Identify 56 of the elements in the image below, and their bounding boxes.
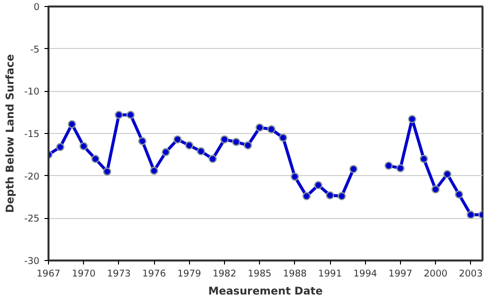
point: [173, 135, 182, 144]
y-tick-label: -25: [24, 214, 40, 225]
y-tick-label: -30: [24, 256, 40, 267]
point: [114, 110, 123, 119]
x-tick-label: 2000: [424, 268, 448, 280]
y-tick-label: -15: [24, 129, 40, 140]
point: [267, 125, 276, 134]
y-tick-label: -20: [24, 171, 40, 182]
point: [91, 154, 100, 163]
point: [278, 134, 288, 142]
x-tick-label: 1970: [72, 268, 96, 280]
point: [454, 190, 464, 199]
point: [431, 185, 440, 194]
point: [420, 154, 428, 163]
x-tick-label: 1982: [212, 268, 236, 280]
point: [244, 141, 252, 150]
y-tick-label: -5: [30, 44, 40, 56]
x-tick-label: 1973: [107, 268, 131, 280]
point: [232, 138, 240, 146]
point: [408, 115, 416, 124]
x-tick-label: 1994: [353, 268, 378, 280]
point: [126, 110, 135, 119]
x-tick-label: 1991: [318, 268, 342, 280]
point: [80, 142, 88, 150]
point: [338, 192, 346, 200]
x-tick-label: 1979: [177, 268, 202, 280]
y-tick-label: -10: [24, 86, 40, 98]
point: [349, 164, 358, 174]
point: [443, 170, 452, 178]
point: [466, 210, 475, 219]
x-axis-title: Measurement Date: [208, 284, 323, 298]
point: [302, 192, 311, 200]
point: [68, 120, 76, 128]
point: [185, 141, 194, 150]
x-tick-label: 1985: [248, 268, 272, 280]
point: [256, 123, 264, 132]
point: [290, 172, 299, 181]
point: [326, 191, 334, 200]
point: [150, 166, 158, 175]
point: [384, 162, 393, 170]
point: [314, 181, 322, 190]
x-tick-label: 1997: [388, 268, 412, 280]
point: [103, 168, 112, 176]
point: [396, 164, 404, 172]
point: [138, 137, 146, 146]
point: [220, 135, 229, 144]
x-tick-label: 1976: [142, 268, 166, 280]
y-axis-title: Depth Below Land Surface: [3, 54, 16, 213]
point: [162, 148, 170, 156]
y-tick-label: 0: [34, 2, 40, 13]
point: [208, 154, 217, 163]
x-tick-label: 1988: [282, 268, 307, 280]
x-tick-label: 1967: [36, 268, 60, 280]
point: [196, 147, 206, 156]
x-tick-label: 2003: [458, 268, 483, 280]
point: [56, 142, 64, 152]
